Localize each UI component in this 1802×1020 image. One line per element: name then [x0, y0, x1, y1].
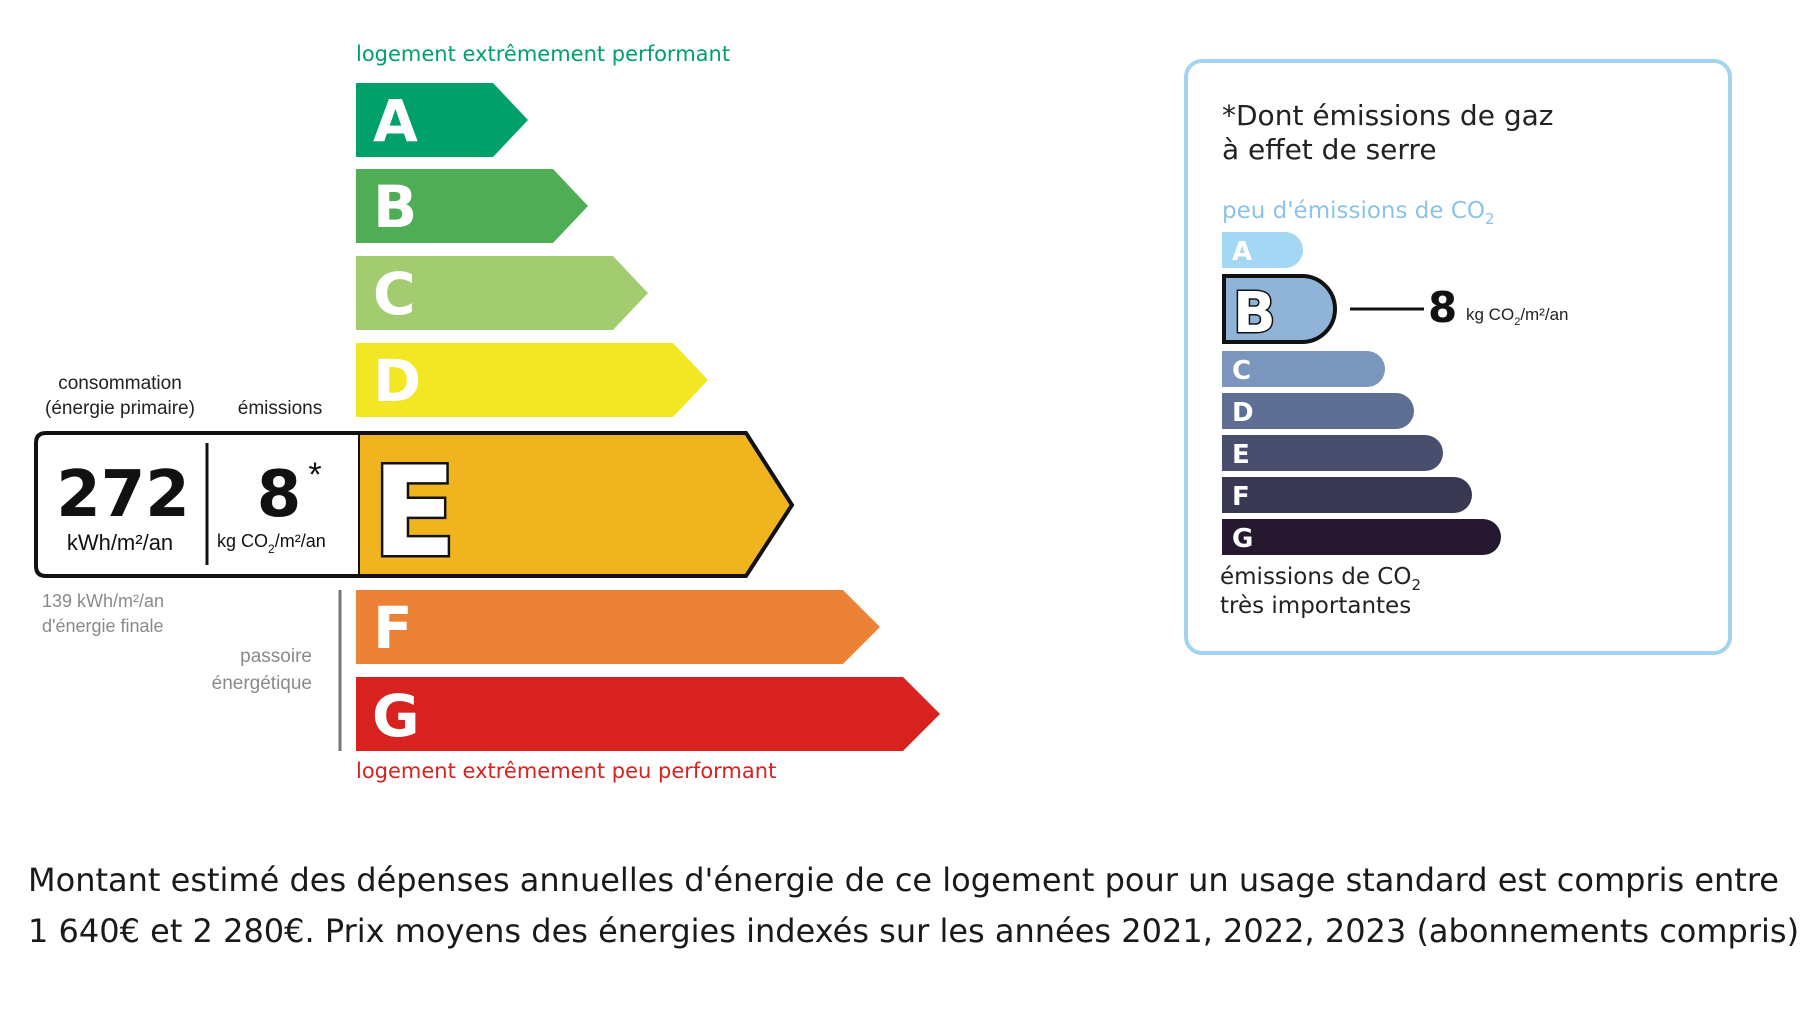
ghg-title-line-1: *Dont émissions de gaz	[1222, 99, 1553, 132]
ghg-bottom-label-1: émissions de CO2	[1220, 564, 1421, 594]
ghg-bar-B-current: B	[1222, 274, 1337, 348]
energy-bottom-label: logement extrêmement peu performant	[356, 759, 776, 783]
energy-letter-A: A	[373, 87, 418, 155]
cost-estimate-line-1: Montant estimé des dépenses annuelles d'…	[28, 861, 1779, 899]
energy-bar-G: G	[356, 677, 940, 751]
energy-bar-B: B	[356, 169, 588, 243]
emissions-label: émissions	[238, 398, 322, 419]
ghg-bar-C: C	[1222, 351, 1385, 387]
ghg-letter-D: D	[1232, 398, 1254, 428]
passoire-label-1: passoire	[240, 646, 312, 667]
energy-value-box	[34, 431, 358, 578]
energy-letter-C: C	[373, 260, 416, 328]
ghg-bar-E: E	[1222, 435, 1443, 471]
energy-letter-G: G	[372, 682, 420, 750]
energy-bar-E-current: E	[356, 431, 795, 588]
final-energy-line-1: 139 kWh/m²/an	[42, 591, 164, 611]
ghg-letter-C: C	[1232, 356, 1251, 386]
energy-letter-B: B	[373, 173, 417, 241]
ghg-letter-E: E	[1232, 440, 1250, 470]
emissions-unit: kg CO2/m²/an	[217, 531, 326, 556]
ghg-title-line-2: à effet de serre	[1222, 133, 1437, 166]
ghg-top-label: peu d'émissions de CO2	[1222, 198, 1495, 228]
ghg-value-unit: kg CO2/m²/an	[1466, 305, 1569, 328]
ghg-bar-G: G	[1222, 519, 1501, 555]
passoire-label-2: énergétique	[212, 673, 312, 694]
energy-bar-C: C	[356, 256, 648, 330]
energy-bar-D: D	[356, 343, 708, 417]
energy-letter-F: F	[373, 594, 413, 662]
energy-letter-D: D	[373, 347, 421, 415]
ghg-bottom-label-2: très importantes	[1220, 593, 1411, 619]
ghg-bar-F: F	[1222, 477, 1472, 513]
ghg-letter-A: A	[1232, 237, 1252, 267]
consumption-value: 272	[56, 458, 190, 532]
emissions-value: 8	[257, 458, 302, 532]
ghg-letter-G: G	[1232, 524, 1253, 554]
energy-bar-A: A	[356, 83, 528, 157]
ghg-value: 8	[1428, 283, 1457, 332]
cost-estimate-line-2: 1 640€ et 2 280€. Prix moyens des énergi…	[28, 912, 1802, 950]
ghg-bar-D: D	[1222, 393, 1414, 429]
consumption-unit: kWh/m²/an	[67, 530, 173, 555]
consumption-label-1: consommation	[58, 373, 182, 394]
energy-bar-F: F	[356, 590, 880, 664]
energy-letter-E: E	[372, 441, 457, 585]
emissions-asterisk: *	[308, 456, 321, 494]
ghg-letter-F: F	[1232, 482, 1250, 512]
ghg-letter-B: B	[1233, 281, 1276, 346]
cost-estimate-text: Montant estimé des dépenses annuelles d'…	[28, 855, 1802, 957]
final-energy-line-2: d'énergie finale	[42, 616, 164, 636]
energy-top-label: logement extrêmement performant	[356, 42, 730, 66]
consumption-label-2: (énergie primaire)	[45, 398, 195, 419]
ghg-bar-A: A	[1222, 232, 1303, 268]
